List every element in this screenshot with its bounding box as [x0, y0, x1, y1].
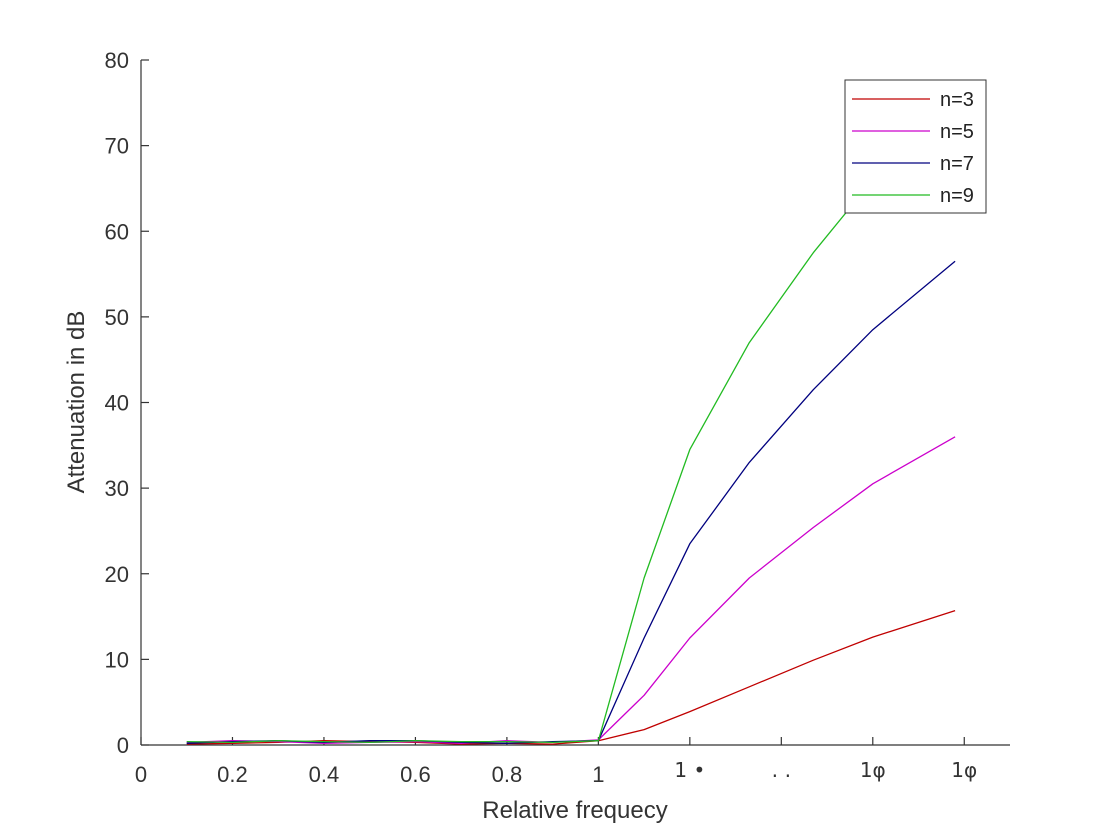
x-axis-label: Relative frequecy	[482, 797, 667, 824]
legend: n=3 n=5 n=7 n=9	[844, 79, 987, 214]
x-ticks: 0 0.2 0.4 0.6 0.8 1 1 • ․ ․ 1φ 1φ	[135, 737, 977, 787]
x-tick-label-garbled: 1φ	[860, 758, 886, 782]
x-tick-label-garbled: 1φ	[951, 758, 977, 782]
series-line-n-9	[186, 85, 956, 744]
legend-label: n=7	[940, 153, 974, 175]
x-tick-label-garbled: 1 •	[674, 758, 705, 782]
legend-box	[844, 79, 987, 214]
y-tick-label: 50	[105, 305, 129, 330]
y-tick-label: 30	[105, 476, 129, 501]
series-layer	[186, 85, 956, 745]
y-tick-label: 20	[105, 562, 129, 587]
y-tick-label: 80	[105, 48, 129, 73]
axes: 0 10 20 30 40 50 60 70 80 0 0.2 0.4 0.6 0.8 1 1 • ․ ․ 1φ…	[105, 48, 1010, 787]
x-tick-label-garbled: ․ ․	[771, 758, 791, 782]
x-tick-label: 1	[592, 762, 604, 787]
legend-label: n=9	[940, 185, 974, 207]
legend-items: n=3 n=5 n=7 n=9	[852, 89, 974, 207]
x-tick-label: 0.4	[309, 762, 340, 787]
x-tick-label: 0.6	[400, 762, 431, 787]
y-axis-label: Attenuation in dB	[63, 311, 90, 494]
legend-label: n=5	[940, 121, 974, 143]
legend-label: n=3	[940, 89, 974, 111]
y-tick-label: 70	[105, 134, 129, 159]
series-line-n-7	[186, 260, 956, 744]
series-line-n-5	[186, 436, 956, 744]
y-tick-label: 10	[105, 647, 129, 672]
x-tick-label: 0	[135, 762, 147, 787]
y-tick-label: 60	[105, 219, 129, 244]
y-tick-label: 0	[117, 733, 129, 758]
y-tick-label: 40	[105, 391, 129, 416]
series-line-n-3	[186, 609, 956, 745]
x-tick-label: 0.2	[217, 762, 248, 787]
x-tick-label: 0.8	[492, 762, 523, 787]
y-ticks: 0 10 20 30 40 50 60 70 80	[105, 48, 149, 758]
